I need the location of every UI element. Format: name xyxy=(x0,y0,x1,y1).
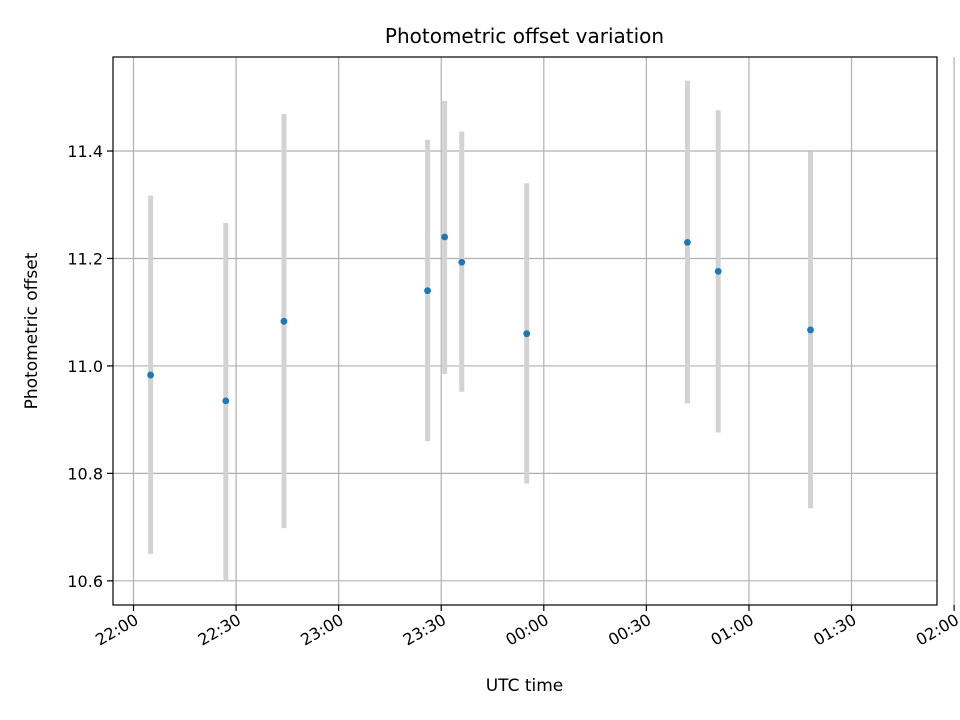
y-axis-label: Photometric offset xyxy=(22,252,42,409)
data-point xyxy=(523,330,531,338)
data-point xyxy=(147,371,155,379)
y-tick-label: 11.4 xyxy=(67,142,103,161)
data-point xyxy=(714,267,722,275)
data-point xyxy=(458,258,466,266)
data-point xyxy=(280,317,288,325)
chart-title: Photometric offset variation xyxy=(385,24,664,48)
x-axis-label: UTC time xyxy=(486,676,564,696)
y-tick-label: 10.8 xyxy=(67,464,103,483)
data-point xyxy=(684,238,691,246)
y-tick-label: 11.0 xyxy=(67,357,103,376)
data-point xyxy=(441,233,449,241)
data-point xyxy=(807,326,814,334)
y-tick-label: 11.2 xyxy=(67,249,103,268)
y-tick-label: 10.6 xyxy=(67,572,103,591)
data-point xyxy=(222,397,230,405)
point-layer xyxy=(147,233,814,405)
data-point xyxy=(424,287,431,295)
plot-frame xyxy=(112,56,938,606)
